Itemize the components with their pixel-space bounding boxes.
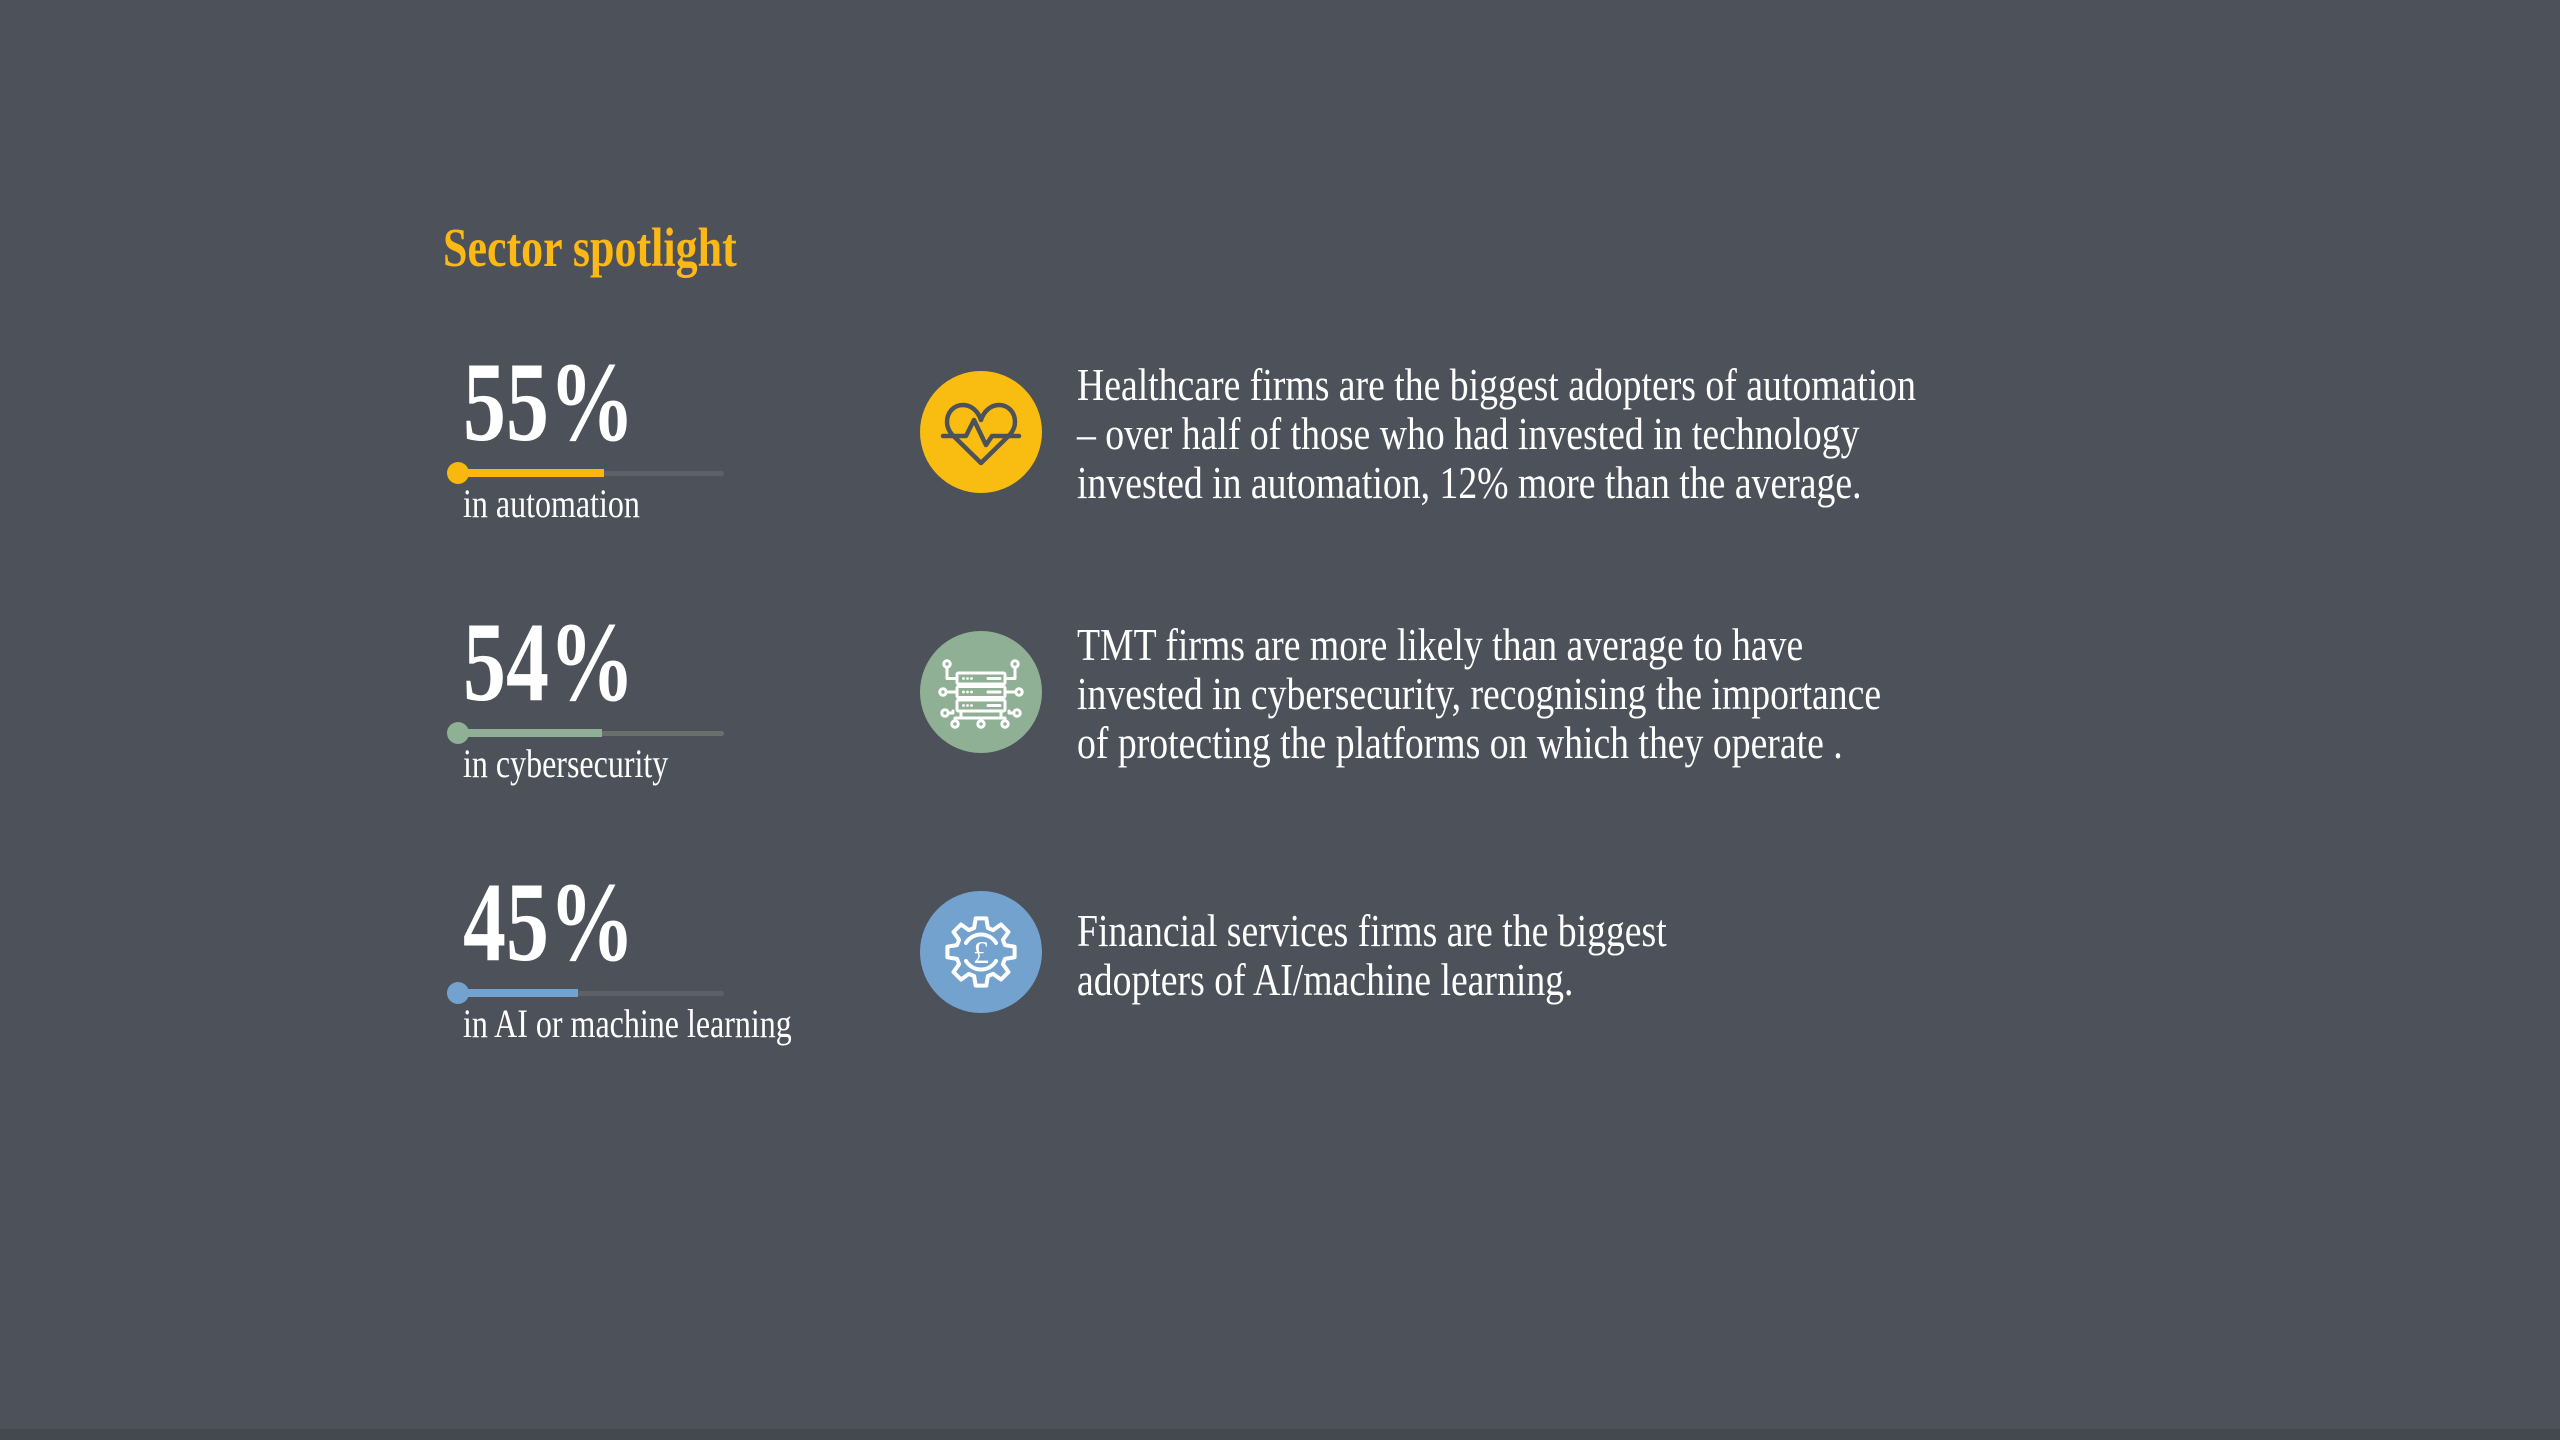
progress-dot [447, 722, 469, 744]
progress-fill [458, 469, 605, 477]
stat-row-automation: 55% in automation Healthcare firms are t… [447, 346, 2197, 586]
stat-value: 45% [463, 860, 635, 985]
stat-row-ai: 45% in AI or machine learning £ Financia… [447, 866, 2197, 1106]
server-circuit-icon-glyph [938, 659, 1024, 729]
progress-track [458, 991, 724, 996]
stat-description: Healthcare firms are the biggest adopter… [1077, 359, 1916, 508]
progress-dot [447, 462, 469, 484]
heartbeat-icon-glyph [940, 402, 1022, 466]
stat-progress-bar [447, 982, 726, 1004]
page-title: Sector spotlight [443, 217, 737, 278]
heartbeat-icon [920, 371, 1042, 493]
gear-pound-icon-glyph: £ [945, 916, 1017, 988]
stat-description: TMT firms are more likely than average t… [1077, 619, 1882, 768]
stat-label: in AI or machine learning [463, 1001, 792, 1046]
stat-label: in automation [463, 481, 640, 526]
progress-dot [447, 982, 469, 1004]
stat-row-cybersecurity: 54% in cybersecurity [447, 606, 2197, 846]
stat-value: 55% [463, 340, 635, 465]
gear-pound-icon: £ [920, 891, 1042, 1013]
pound-glyph: £ [973, 934, 989, 970]
progress-fill [458, 989, 578, 997]
stat-value: 54% [463, 600, 635, 725]
stat-label: in cybersecurity [463, 741, 669, 786]
server-circuit-icon [920, 631, 1042, 753]
progress-fill [458, 729, 602, 737]
stat-description: Financial services firms are the biggest… [1077, 905, 1667, 1005]
stat-progress-bar [447, 462, 726, 484]
bottom-edge-strip [0, 1429, 2560, 1440]
stat-progress-bar [447, 722, 726, 744]
